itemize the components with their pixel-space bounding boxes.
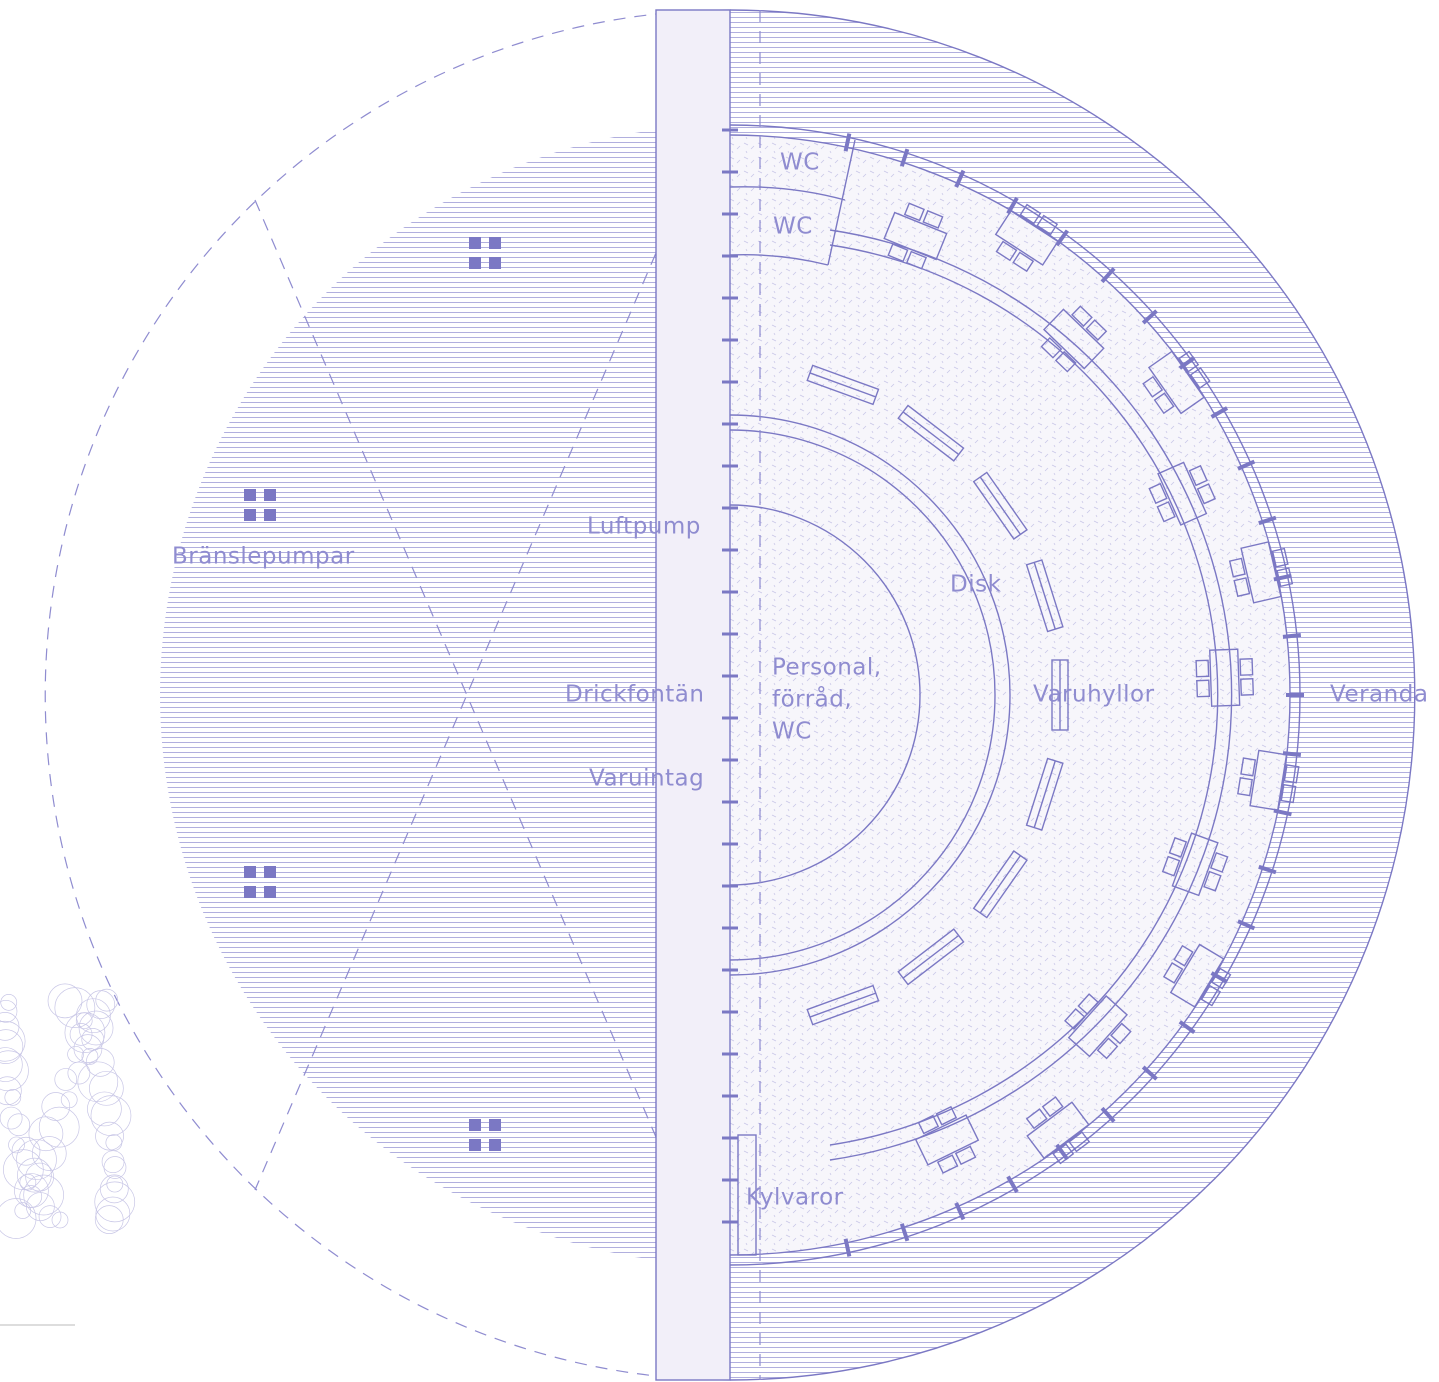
pump-icon — [264, 886, 276, 898]
pump-icon — [469, 1119, 481, 1131]
tree — [106, 1135, 122, 1151]
tree — [39, 1107, 79, 1147]
tree — [0, 1051, 28, 1091]
post — [1283, 635, 1301, 637]
tree — [55, 1068, 77, 1090]
tree — [24, 1175, 64, 1215]
room-label: WC — [772, 719, 812, 745]
pump-icon — [469, 237, 481, 249]
pump-icon — [489, 1139, 501, 1151]
tree — [29, 1117, 63, 1151]
tree — [26, 1193, 54, 1221]
room-label: WC — [780, 150, 820, 176]
pump-icon — [264, 489, 276, 501]
tree — [8, 1114, 30, 1136]
tree — [68, 1062, 90, 1084]
tree — [16, 1140, 56, 1180]
room-label: WC — [773, 214, 813, 240]
room-label: Varuintag — [589, 766, 704, 792]
floor-plan: WC WC Luftpump Bränslepumpar Disk Person… — [0, 0, 1439, 1382]
room-label: förråd, — [772, 685, 852, 713]
tree — [5, 1089, 21, 1105]
tree — [82, 1028, 104, 1050]
tree — [0, 1107, 22, 1129]
room-label: Luftpump — [587, 514, 701, 540]
pump-icon — [264, 509, 276, 521]
room-label: Personal, — [772, 655, 882, 681]
tree — [42, 1092, 70, 1120]
tree — [0, 1000, 17, 1022]
pump-icon — [244, 866, 256, 878]
pump-icon — [489, 237, 501, 249]
tree — [96, 1197, 130, 1231]
room-label: Drickfontän — [565, 682, 704, 708]
pump-icon — [469, 1139, 481, 1151]
tree — [3, 1150, 43, 1190]
room-label: Kylvaror — [746, 1185, 844, 1211]
room-label: Disk — [950, 572, 1002, 598]
tree — [78, 1062, 118, 1102]
pump-icon — [244, 509, 256, 521]
pump-icon — [489, 1119, 501, 1131]
pump-icon — [244, 489, 256, 501]
tree — [68, 1046, 84, 1062]
tree — [95, 1206, 123, 1234]
pump-icon — [244, 886, 256, 898]
room-label: Bränslepumpar — [172, 544, 355, 570]
tree — [61, 1092, 77, 1108]
tree — [52, 1212, 68, 1228]
pump-icon — [264, 866, 276, 878]
room-label: Veranda — [1330, 682, 1428, 708]
tree — [55, 988, 95, 1028]
post — [1283, 753, 1301, 755]
tree — [0, 1048, 22, 1082]
tree — [0, 1030, 23, 1064]
tree — [1, 994, 17, 1010]
pump-icon — [489, 257, 501, 269]
pump-icon — [469, 257, 481, 269]
room-label: Varuhyllor — [1033, 682, 1155, 708]
tree — [0, 1012, 19, 1040]
tree — [100, 1175, 128, 1203]
